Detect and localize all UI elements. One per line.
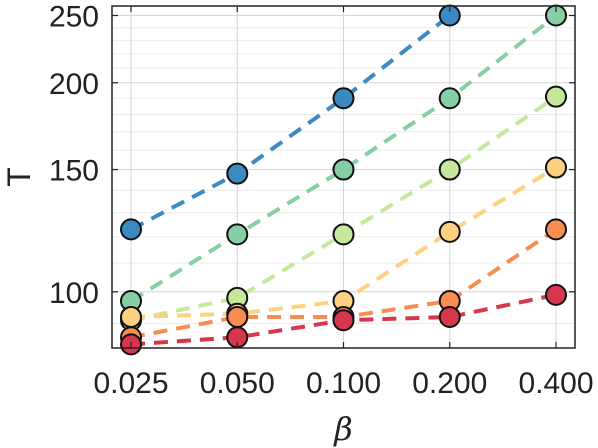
data-point [226,223,249,246]
data-point [332,309,355,332]
data-point [226,162,249,185]
y-tick-label: 150 [49,155,99,188]
data-point [545,156,567,179]
data-point [545,85,567,108]
data-point [545,218,567,241]
data-point [120,218,142,241]
data-point [120,305,142,328]
data-point [438,305,461,328]
data-point [438,220,461,243]
y-tick-label: 250 [49,0,99,33]
x-tick-label: 0.100 [306,367,381,400]
data-point [226,305,249,328]
x-axis-title: β [333,410,353,448]
y-tick-label: 100 [49,277,99,310]
data-point [332,158,355,181]
series-line-2 [129,13,558,303]
y-tick-labels: 100 150 200 250 [49,0,99,309]
series-line-1 [130,13,452,232]
x-tick-label: 0.200 [412,367,487,400]
data-point [438,158,461,181]
data-point [332,223,355,246]
data-point [438,87,461,110]
axis-ticks [112,6,575,348]
x-tick-labels: 0.025 0.050 0.100 0.200 0.400 [93,367,593,400]
x-tick-label: 0.050 [200,367,275,400]
data-point [332,87,355,110]
y-axis-title: T [1,167,37,187]
series-points [120,4,567,356]
x-tick-label: 0.025 [93,367,168,400]
x-tick-label: 0.400 [518,367,593,400]
data-point [545,283,567,306]
y-tick-label: 200 [49,68,99,101]
